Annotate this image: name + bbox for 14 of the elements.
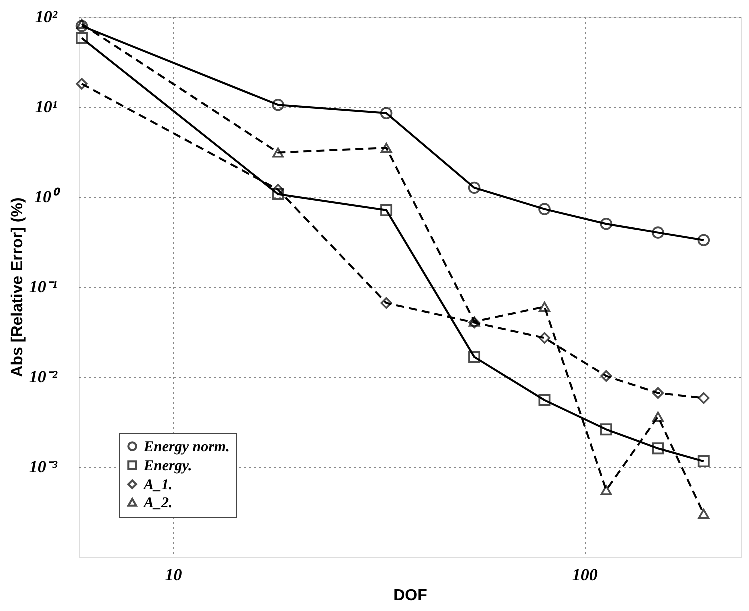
legend-label: Energy norm. xyxy=(143,440,230,456)
legend-label: A_2. xyxy=(143,496,173,512)
legend-label: A_1. xyxy=(143,478,173,494)
x-tick-label: 100 xyxy=(572,566,598,584)
y-tick-label: 10⁻² xyxy=(29,368,58,386)
y-tick-label: 10² xyxy=(35,8,58,26)
y-tick-label: 10⁻³ xyxy=(29,458,58,476)
x-axis-title: DOF xyxy=(394,588,428,604)
x-tick-label: 10 xyxy=(165,566,183,584)
y-tick-label: 10⁰ xyxy=(34,188,62,206)
legend-label: Energy. xyxy=(143,458,192,474)
y-axis-title: Abs [Relative Error] (%) xyxy=(9,198,26,378)
y-tick-label: 10¹ xyxy=(35,98,58,116)
y-tick-label: 10⁻¹ xyxy=(29,278,58,296)
